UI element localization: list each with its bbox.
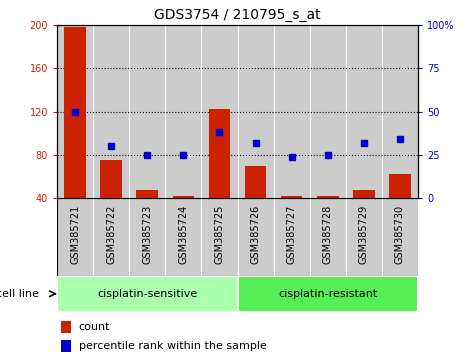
FancyBboxPatch shape — [57, 198, 93, 276]
Bar — [353, 190, 375, 198]
Text: GSM385727: GSM385727 — [286, 205, 297, 264]
Bar — [245, 166, 266, 198]
Bar — [310, 25, 346, 198]
Bar — [100, 160, 122, 198]
Bar — [209, 109, 230, 198]
Text: GSM385730: GSM385730 — [395, 205, 405, 264]
FancyBboxPatch shape — [93, 198, 129, 276]
Bar — [93, 25, 129, 198]
Bar — [382, 25, 418, 198]
FancyBboxPatch shape — [238, 198, 274, 276]
Title: GDS3754 / 210795_s_at: GDS3754 / 210795_s_at — [154, 8, 321, 22]
Text: cisplatin-resistant: cisplatin-resistant — [278, 289, 377, 299]
Bar — [64, 27, 86, 198]
Bar — [238, 276, 418, 312]
FancyBboxPatch shape — [165, 198, 201, 276]
Bar — [317, 196, 339, 198]
Bar — [57, 276, 238, 312]
Text: GSM385722: GSM385722 — [106, 205, 116, 264]
Bar — [238, 25, 274, 198]
Text: percentile rank within the sample: percentile rank within the sample — [79, 341, 266, 351]
Text: GSM385723: GSM385723 — [142, 205, 152, 264]
Bar — [129, 25, 165, 198]
Text: GSM385721: GSM385721 — [70, 205, 80, 264]
FancyBboxPatch shape — [201, 198, 238, 276]
FancyBboxPatch shape — [129, 198, 165, 276]
FancyBboxPatch shape — [310, 198, 346, 276]
Bar — [136, 190, 158, 198]
Text: count: count — [79, 322, 110, 332]
Text: GSM385729: GSM385729 — [359, 205, 369, 264]
Bar — [61, 321, 71, 333]
Bar — [57, 25, 93, 198]
FancyBboxPatch shape — [346, 198, 382, 276]
Bar — [346, 25, 382, 198]
Bar — [274, 25, 310, 198]
Text: GSM385725: GSM385725 — [214, 205, 225, 264]
Bar — [61, 341, 71, 352]
Bar — [201, 25, 238, 198]
Bar — [281, 196, 303, 198]
Text: cisplatin-sensitive: cisplatin-sensitive — [97, 289, 198, 299]
Bar — [172, 196, 194, 198]
Text: GSM385728: GSM385728 — [323, 205, 333, 264]
FancyBboxPatch shape — [382, 198, 418, 276]
FancyBboxPatch shape — [274, 198, 310, 276]
Text: GSM385724: GSM385724 — [178, 205, 189, 264]
Bar — [389, 175, 411, 198]
Text: cell line: cell line — [0, 289, 39, 299]
Bar — [165, 25, 201, 198]
Text: GSM385726: GSM385726 — [250, 205, 261, 264]
